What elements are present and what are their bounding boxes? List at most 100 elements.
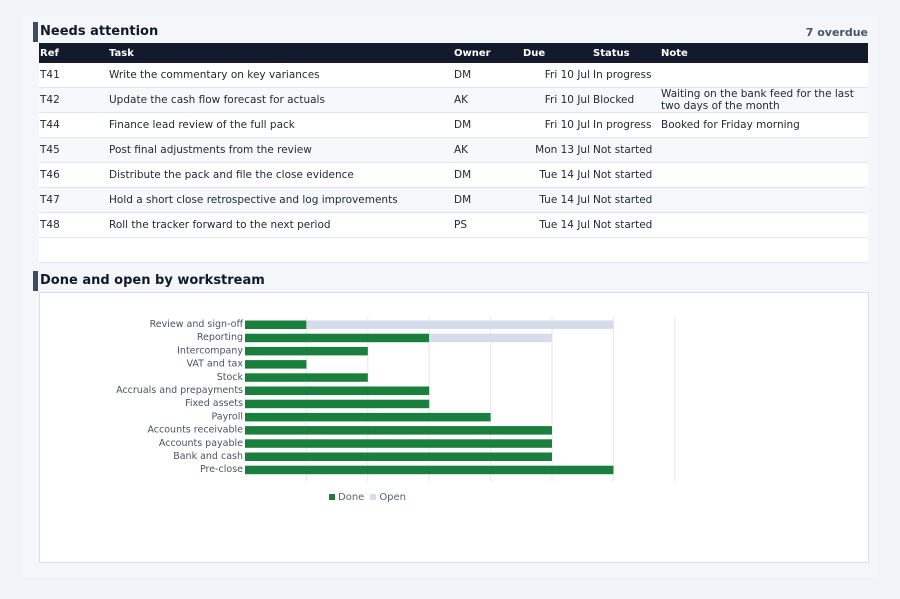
cell-owner: DM: [453, 162, 511, 188]
workstream-chart: Review and sign-off Reporting Intercompany…: [39, 292, 869, 563]
category-label: Stock: [217, 372, 244, 383]
cell-ref: T41: [39, 63, 108, 88]
col-task[interactable]: Task: [108, 43, 453, 63]
category-label: Fixed assets: [185, 398, 243, 409]
col-status[interactable]: Status: [592, 43, 660, 63]
bar-done: [245, 320, 307, 329]
section-title: Needs attention: [40, 24, 159, 39]
category-label: Accruals and prepayments: [116, 385, 243, 396]
bar-done: [245, 426, 552, 435]
bar-done: [245, 360, 307, 369]
cell-ref: T47: [39, 187, 108, 213]
cell-task: Hold a short close retrospective and log…: [108, 187, 453, 213]
cell-task: Update the cash flow forecast for actual…: [108, 87, 453, 113]
table-row[interactable]: T45 Post final adjustments from the revi…: [39, 137, 868, 163]
cell-note: Booked for Friday morning: [660, 112, 868, 138]
cell-note: [660, 137, 868, 163]
category-label: VAT and tax: [186, 359, 243, 370]
cell-status: Not started: [592, 137, 660, 163]
cell-owner: DM: [453, 187, 511, 213]
cell-ref: T46: [39, 162, 108, 188]
bar-done: [245, 399, 430, 409]
cell-task: Distribute the pack and file the close e…: [108, 162, 453, 188]
table-row[interactable]: T48 Roll the tracker forward to the next…: [39, 212, 868, 238]
cell-note: [660, 212, 868, 238]
table-row[interactable]: T41 Write the commentary on key variance…: [39, 63, 868, 88]
category-label: Accounts payable: [159, 438, 243, 449]
bar-open: [306, 320, 614, 329]
cell-ref: T45: [39, 137, 108, 163]
cell-task: Roll the tracker forward to the next per…: [108, 212, 453, 238]
attention-table: Ref Task Owner Due Status Note T41 Write…: [39, 43, 868, 263]
legend-item-open[interactable]: Open: [370, 492, 406, 503]
cell-note: [660, 63, 868, 88]
category-label: Accounts receivable: [147, 425, 243, 436]
bar-done: [245, 386, 430, 395]
bar-done: [245, 412, 491, 422]
cell-ref: T42: [39, 87, 108, 113]
col-note[interactable]: Note: [660, 43, 868, 63]
cell-owner: PS: [453, 212, 511, 238]
cell-due: Mon 13 Jul: [511, 137, 592, 163]
cell-ref: T44: [39, 112, 108, 138]
table-row[interactable]: T47 Hold a short close retrospective and…: [39, 187, 868, 213]
cell-due: Fri 10 Jul: [511, 63, 592, 88]
cell-owner: AK: [453, 87, 511, 113]
cell-due: Tue 14 Jul: [511, 187, 592, 213]
section-accent-bar: [33, 271, 38, 291]
overdue-count: 7 overdue: [805, 26, 868, 39]
needs-attention-header: Needs attention 7 overdue: [33, 22, 868, 42]
bar-done: [245, 439, 552, 448]
bar-done: [245, 465, 614, 475]
legend-item-done[interactable]: Done: [329, 492, 364, 503]
col-owner[interactable]: Owner: [453, 43, 511, 63]
cell-status: Blocked: [592, 87, 660, 113]
category-label: Review and sign-off: [150, 319, 244, 330]
cell-ref: T48: [39, 212, 108, 238]
category-label: Bank and cash: [173, 451, 243, 462]
cell-due: Fri 10 Jul: [511, 87, 592, 113]
chart-legend: Done Open: [329, 492, 412, 503]
cell-note: [660, 187, 868, 213]
cell-status: In progress: [592, 112, 660, 138]
cell-due: Fri 10 Jul: [511, 112, 592, 138]
table-row[interactable]: T42 Update the cash flow forecast for ac…: [39, 87, 868, 113]
cell-task: Write the commentary on key variances: [108, 63, 453, 88]
cell-due: Tue 14 Jul: [511, 212, 592, 238]
legend-swatch: [370, 494, 377, 500]
cell-task: Post final adjustments from the review: [108, 137, 453, 163]
col-due[interactable]: Due: [511, 43, 592, 63]
category-label: Reporting: [197, 332, 243, 343]
cell-due: Tue 14 Jul: [511, 162, 592, 188]
bar-done: [245, 373, 368, 382]
bar-done: [245, 452, 552, 461]
cell-owner: DM: [453, 112, 511, 138]
category-label: Payroll: [211, 411, 243, 422]
section-accent-bar: [33, 22, 38, 42]
bar-done: [245, 346, 368, 356]
dashboard-sheet: Needs attention 7 overdue Ref Task Owner…: [23, 14, 878, 577]
legend-label: Done: [338, 492, 365, 503]
category-label: Intercompany: [177, 345, 243, 356]
cell-status: Not started: [592, 162, 660, 188]
workstream-bar-chart: Review and sign-off Reporting Intercompany…: [116, 317, 676, 482]
cell-status: In progress: [592, 63, 660, 88]
cell-status: Not started: [592, 212, 660, 238]
table-empty-row: [39, 237, 868, 263]
table-row[interactable]: T46 Distribute the pack and file the clo…: [39, 162, 868, 188]
bar-done: [245, 333, 430, 343]
legend-swatch: [329, 494, 335, 500]
col-ref[interactable]: Ref: [39, 43, 108, 63]
cell-task: Finance lead review of the full pack: [108, 112, 453, 138]
cell-status: Not started: [592, 187, 660, 213]
cell-note: [660, 162, 868, 188]
table-header-row: Ref Task Owner Due Status Note: [39, 43, 868, 63]
legend-label: Open: [379, 492, 407, 503]
table-row[interactable]: T44 Finance lead review of the full pack…: [39, 112, 868, 138]
cell-note: Waiting on the bank feed for the last tw…: [660, 87, 868, 113]
cell-owner: DM: [453, 63, 511, 88]
section-title: Done and open by workstream: [40, 273, 265, 288]
category-label: Pre-close: [200, 464, 243, 475]
workstream-header: Done and open by workstream: [33, 271, 868, 291]
bar-open: [429, 333, 552, 343]
